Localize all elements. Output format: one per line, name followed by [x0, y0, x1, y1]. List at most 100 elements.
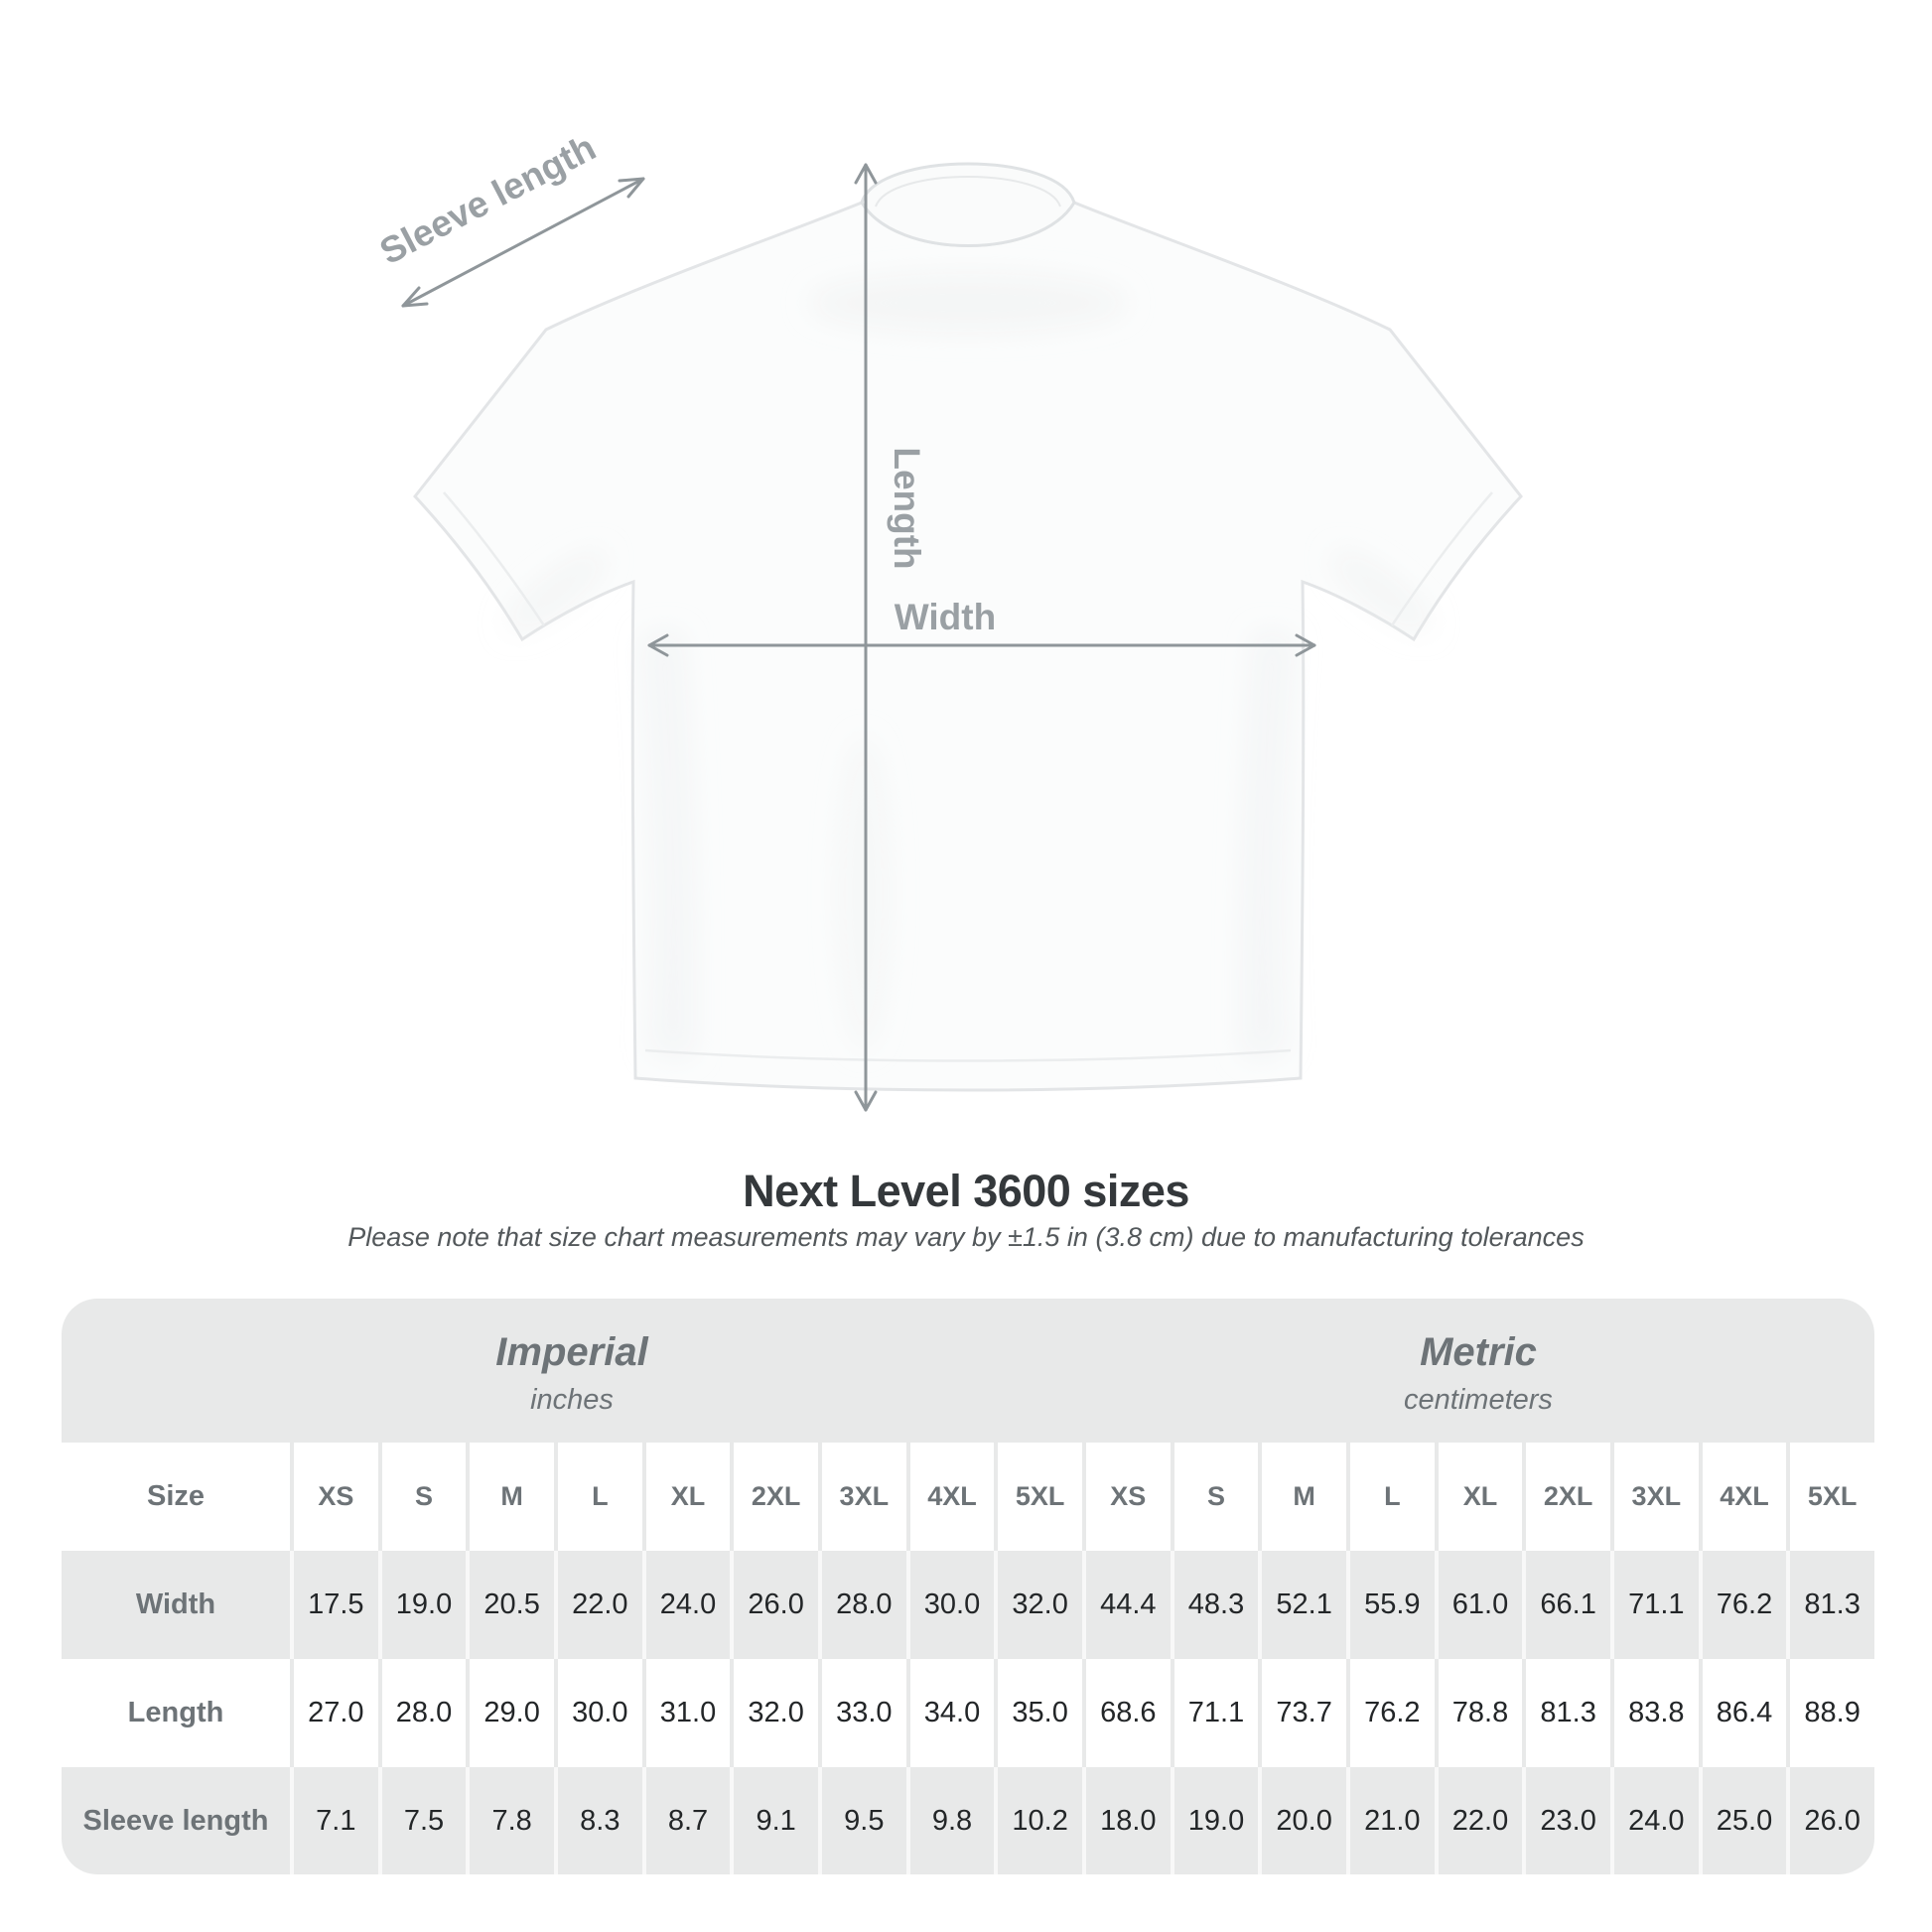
measurement-cell: 28.0 [817, 1551, 906, 1659]
length-arrow [854, 163, 878, 1112]
measurement-cell: 86.4 [1698, 1659, 1787, 1767]
measurement-cell: 34.0 [905, 1659, 995, 1767]
table-row-length: Length 27.0 28.0 29.0 30.0 31.0 32.0 33.… [62, 1659, 1874, 1767]
measurement-cell: 20.5 [466, 1551, 554, 1659]
unit-group-metric: Metric centimeters [1082, 1299, 1874, 1443]
row-label: Sleeve length [82, 1804, 269, 1837]
measurement-cell: 20.0 [1258, 1767, 1346, 1874]
size-col-header: S [377, 1443, 467, 1551]
measurement-cell: 24.0 [641, 1551, 731, 1659]
size-col-header: 3XL [817, 1443, 906, 1551]
size-col-header: L [553, 1443, 642, 1551]
page-title: Next Level 3600 sizes [743, 1166, 1189, 1216]
measurement-cell: 48.3 [1170, 1551, 1259, 1659]
measurement-cell: 10.2 [994, 1767, 1082, 1874]
measurement-cell: 88.9 [1786, 1659, 1874, 1767]
measurement-cell: 26.0 [730, 1551, 818, 1659]
measurement-cell: 18.0 [1081, 1767, 1171, 1874]
unit-group-imperial: Imperial inches [62, 1299, 1082, 1443]
measurement-cell: 7.8 [466, 1767, 554, 1874]
measurement-cell: 22.0 [1434, 1767, 1523, 1874]
measurement-cell: 31.0 [641, 1659, 731, 1767]
measurement-cell: 19.0 [377, 1551, 467, 1659]
sleeve-stitch-right [1390, 491, 1493, 626]
measurement-cell: 76.2 [1345, 1659, 1435, 1767]
measurement-cell: 21.0 [1345, 1767, 1435, 1874]
measurement-cell: 66.1 [1522, 1551, 1610, 1659]
measurement-cell: 61.0 [1434, 1551, 1523, 1659]
size-col-header: L [1345, 1443, 1435, 1551]
measurement-cell: 9.8 [905, 1767, 995, 1874]
measurement-cell: 27.0 [290, 1659, 378, 1767]
measurement-cell: 7.5 [377, 1767, 467, 1874]
measurement-cell: 81.3 [1786, 1551, 1874, 1659]
row-label: Width [135, 1588, 216, 1620]
sleeve-length-label: Sleeve length [373, 127, 603, 273]
measurement-cell: 32.0 [994, 1551, 1082, 1659]
size-header-label: Size [146, 1480, 206, 1512]
table-row-width: Width 17.5 19.0 20.5 22.0 24.0 26.0 28.0… [62, 1551, 1874, 1659]
size-col-header: 5XL [1786, 1443, 1874, 1551]
measurement-cell: 17.5 [290, 1551, 378, 1659]
unit-group-unit: inches [530, 1384, 614, 1416]
size-col-header: XS [1081, 1443, 1171, 1551]
unit-group-unit: centimeters [1404, 1384, 1553, 1416]
measurement-cell: 73.7 [1258, 1659, 1346, 1767]
sleeve-length-arrow [401, 177, 645, 308]
measurement-cell: 25.0 [1698, 1767, 1787, 1874]
width-arrow [647, 633, 1316, 657]
tshirt-collar [860, 162, 1076, 247]
measurement-cell: 52.1 [1258, 1551, 1346, 1659]
size-col-header: 2XL [1522, 1443, 1610, 1551]
sleeve-stitch-left [443, 491, 546, 626]
measurement-cell: 29.0 [466, 1659, 554, 1767]
measurement-cell: 83.8 [1609, 1659, 1699, 1767]
size-col-header: 4XL [905, 1443, 995, 1551]
measurement-cell: 8.3 [553, 1767, 642, 1874]
measurement-cell: 30.0 [553, 1659, 642, 1767]
measurement-cell: 71.1 [1609, 1551, 1699, 1659]
size-col-header: M [466, 1443, 554, 1551]
measurement-cell: 55.9 [1345, 1551, 1435, 1659]
unit-group-name: Imperial [495, 1330, 648, 1374]
size-col-header: XS [290, 1443, 378, 1551]
measurement-cell: 30.0 [905, 1551, 995, 1659]
table-row-sleeve-length: Sleeve length 7.1 7.5 7.8 8.3 8.7 9.1 9.… [62, 1767, 1874, 1874]
collar-seam [875, 176, 1061, 207]
tshirt-shading [506, 275, 1432, 1058]
measurement-cell: 26.0 [1786, 1767, 1874, 1874]
size-col-header: 3XL [1609, 1443, 1699, 1551]
measurement-cell: 9.5 [817, 1767, 906, 1874]
measurement-cell: 44.4 [1081, 1551, 1171, 1659]
measurement-cell: 68.6 [1081, 1659, 1171, 1767]
size-col-header: M [1258, 1443, 1346, 1551]
size-header-row: Size XS S M L XL 2XL 3XL 4XL 5XL XS S M … [62, 1443, 1874, 1551]
width-label: Width [895, 597, 996, 637]
measurement-cell: 22.0 [553, 1551, 642, 1659]
measurement-cell: 76.2 [1698, 1551, 1787, 1659]
size-col-header: XL [1434, 1443, 1523, 1551]
tolerance-note: Please note that size chart measurements… [347, 1222, 1585, 1252]
size-chart-table: Imperial inches Metric centimeters Size … [62, 1299, 1874, 1874]
unit-group-name: Metric [1420, 1330, 1537, 1374]
size-col-header: 5XL [994, 1443, 1082, 1551]
tshirt-measurement-diagram: Width Length Sleeve length [373, 127, 1523, 1112]
unit-header-row: Imperial inches Metric centimeters [62, 1299, 1874, 1443]
row-label: Length [127, 1697, 224, 1728]
measurement-cell: 71.1 [1170, 1659, 1259, 1767]
measurement-cell: 28.0 [377, 1659, 467, 1767]
measurement-cell: 19.0 [1170, 1767, 1259, 1874]
size-col-header: 2XL [730, 1443, 818, 1551]
size-col-header: 4XL [1698, 1443, 1787, 1551]
measurement-cell: 78.8 [1434, 1659, 1523, 1767]
measurement-cell: 32.0 [730, 1659, 818, 1767]
size-col-header: S [1170, 1443, 1259, 1551]
length-label: Length [887, 447, 927, 569]
size-col-header: XL [641, 1443, 731, 1551]
measurement-cell: 81.3 [1522, 1659, 1610, 1767]
measurement-cell: 8.7 [641, 1767, 731, 1874]
measurement-cell: 24.0 [1609, 1767, 1699, 1874]
measurement-cell: 35.0 [994, 1659, 1082, 1767]
measurement-cell: 9.1 [730, 1767, 818, 1874]
measurement-cell: 23.0 [1522, 1767, 1610, 1874]
